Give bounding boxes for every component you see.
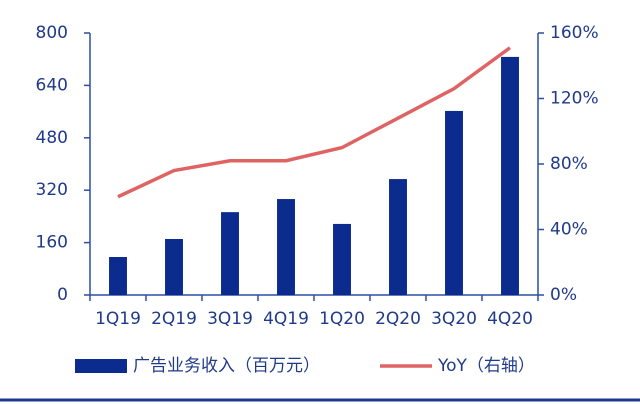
bar (389, 179, 407, 295)
legend-swatch (75, 359, 127, 373)
y-tick-label: 800 (36, 23, 68, 43)
y2-tick-label: 160% (550, 23, 599, 43)
x-tick-label: 4Q19 (263, 309, 309, 329)
bar (445, 110, 463, 295)
bar (501, 56, 519, 295)
x-tick-label: 1Q20 (319, 309, 365, 329)
y-tick-label: 0 (57, 285, 68, 305)
x-tick-label: 3Q20 (431, 309, 477, 329)
bar (165, 238, 183, 295)
line (117, 46, 512, 199)
y2-tick-label: 120% (550, 89, 599, 109)
legend-label: YoY（右轴） (437, 356, 535, 376)
y2-tick-label: 0% (550, 285, 577, 305)
bar (277, 199, 295, 295)
x-tick-label: 2Q19 (151, 309, 197, 329)
x-tick-label: 3Q19 (207, 309, 253, 329)
bar (109, 257, 127, 295)
y-tick-label: 160 (36, 233, 68, 253)
x-tick-label: 1Q19 (95, 309, 141, 329)
x-tick-label: 4Q20 (487, 309, 533, 329)
y-tick-label: 320 (36, 180, 68, 200)
y-tick-label: 480 (36, 128, 68, 148)
y2-tick-label: 40% (550, 220, 588, 240)
legend-label: 广告业务收入（百万元） (133, 356, 320, 376)
bar (333, 223, 351, 295)
y-tick-label: 640 (36, 75, 68, 95)
x-tick-label: 2Q20 (375, 309, 421, 329)
bar (221, 212, 239, 295)
y2-tick-label: 80% (550, 154, 588, 174)
